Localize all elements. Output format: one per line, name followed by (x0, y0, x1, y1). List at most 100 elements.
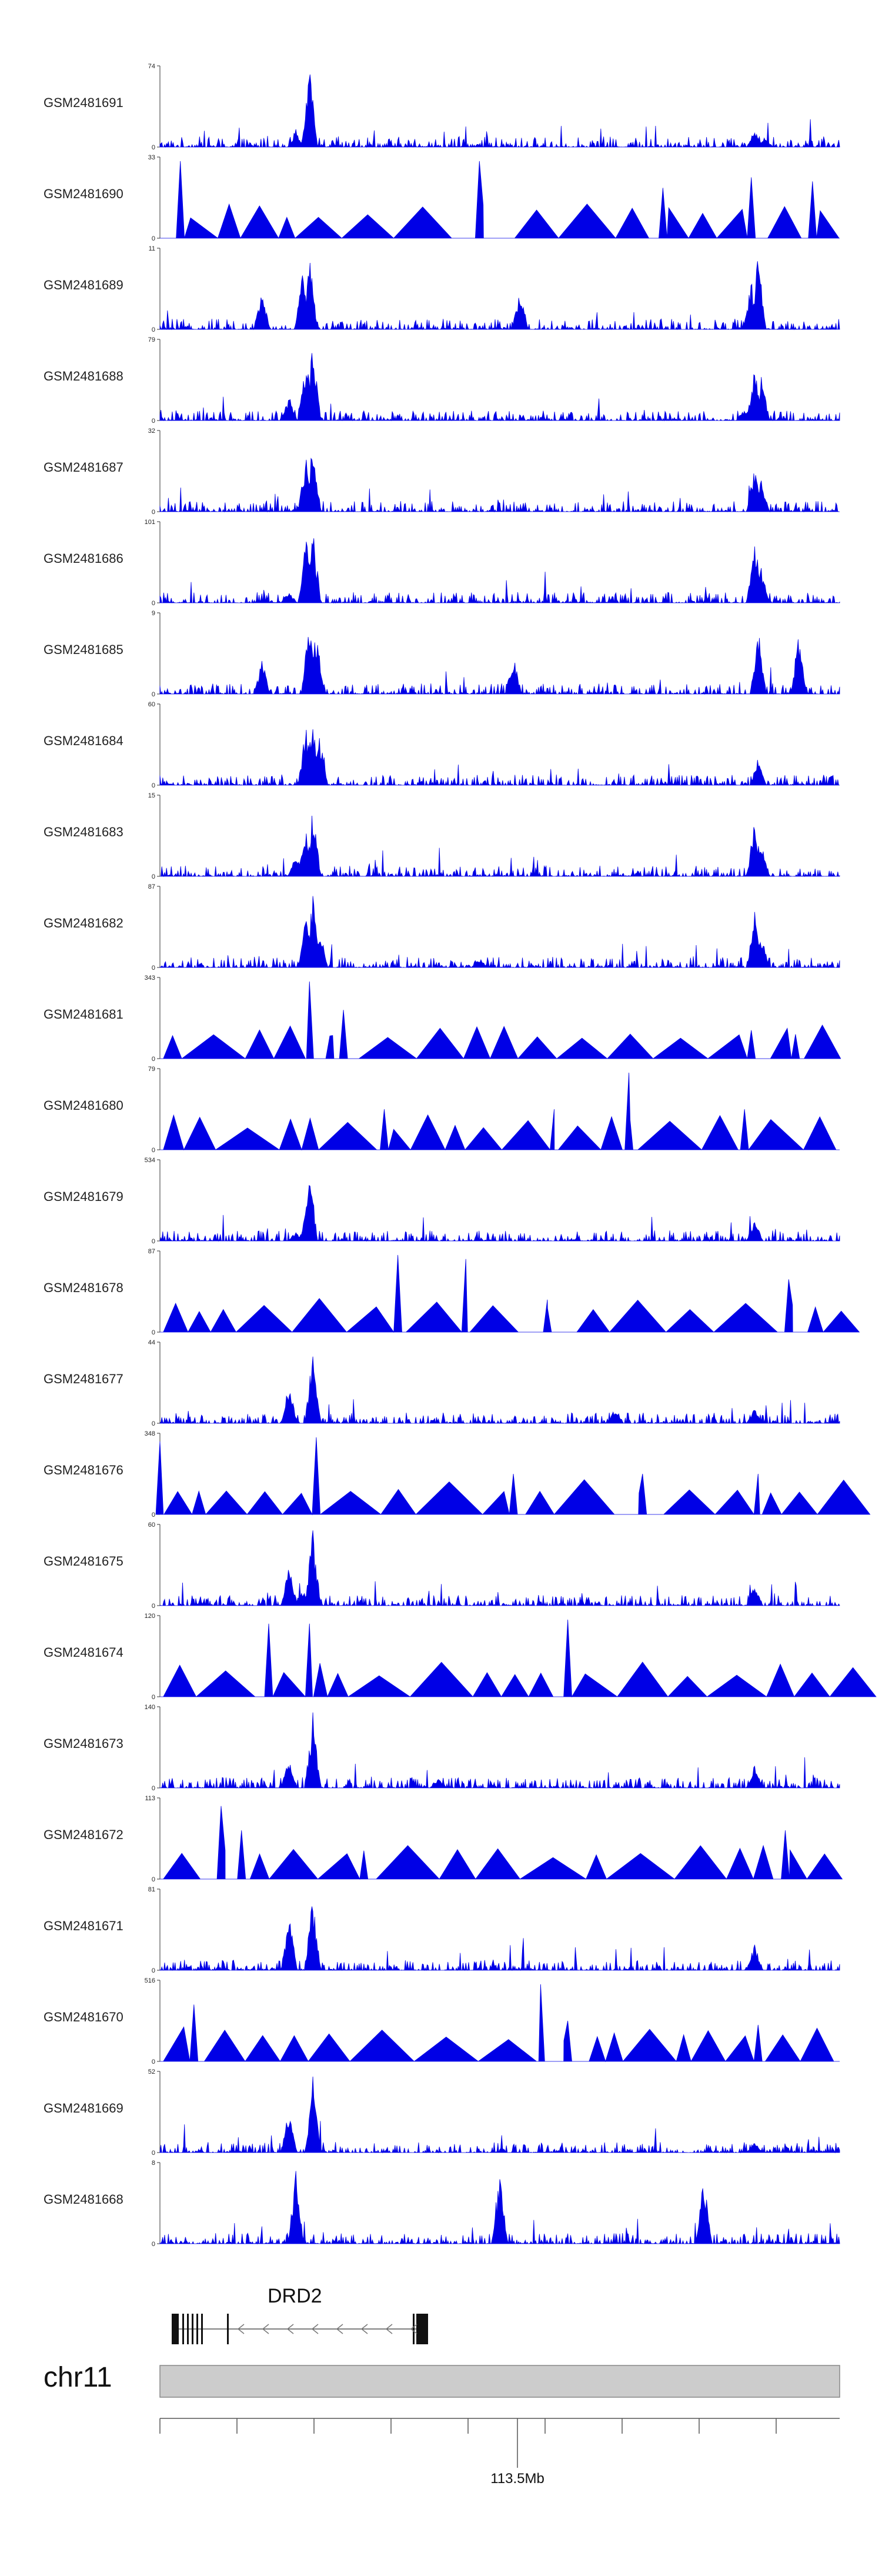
gene-exon (187, 2314, 189, 2344)
track-gsm2481691: GSM2481691 74 0 (44, 63, 840, 151)
track-label: GSM2481678 (44, 1280, 123, 1295)
y-max-label: 87 (148, 883, 155, 890)
y-max-label: 60 (148, 1521, 155, 1529)
coverage-area (160, 1984, 840, 2063)
coverage-area (159, 538, 840, 604)
gene-exon (182, 2314, 184, 2344)
coverage-area (159, 1184, 840, 1242)
coverage-area (160, 1806, 843, 1880)
track-gsm2481690: GSM2481690 33 0 (44, 154, 840, 242)
y-min-label: 0 (152, 2058, 155, 2066)
track-gsm2481684: GSM2481684 60 0 (44, 701, 840, 789)
track-label: GSM2481691 (44, 95, 123, 110)
strand-arrow (360, 2324, 368, 2334)
y-max-label: 32 (148, 428, 155, 435)
track-gsm2481681: GSM2481681 343 0 (44, 975, 841, 1063)
y-min-label: 0 (152, 2150, 155, 2157)
track-label: GSM2481669 (44, 2101, 123, 2115)
y-max-label: 9 (152, 610, 155, 617)
track-label: GSM2481685 (44, 642, 123, 657)
track-gsm2481671: GSM2481671 81 0 (44, 1886, 840, 1974)
y-min-label: 0 (152, 1056, 155, 1063)
y-max-label: 534 (145, 1157, 155, 1164)
coverage-area (159, 1712, 840, 1789)
coverage-area (160, 1619, 877, 1698)
track-gsm2481668: GSM2481668 8 0 (44, 2160, 840, 2248)
y-max-label: 79 (148, 1066, 155, 1073)
track-label: GSM2481675 (44, 1554, 123, 1569)
y-min-label: 0 (152, 1694, 155, 1701)
track-gsm2481686: GSM2481686 101 0 (44, 519, 840, 607)
coverage-area (159, 1906, 840, 1971)
track-gsm2481688: GSM2481688 79 0 (44, 336, 840, 425)
y-min-label: 0 (152, 600, 155, 607)
y-max-label: 348 (145, 1430, 155, 1437)
coverage-area (160, 981, 841, 1060)
y-min-label: 0 (152, 1603, 155, 1610)
y-min-label: 0 (152, 691, 155, 698)
y-max-label: 74 (148, 63, 155, 70)
gene-exon (420, 2314, 425, 2344)
coverage-area (159, 74, 840, 148)
coverage-area (159, 636, 840, 695)
y-min-label: 0 (152, 873, 155, 880)
y-max-label: 516 (145, 1977, 155, 1984)
coverage-area (159, 2171, 840, 2245)
coverage-area (159, 2076, 840, 2154)
y-min-label: 0 (152, 509, 155, 516)
axis-tick-label-113.5mb: 113.5Mb (490, 2471, 544, 2487)
chromosome-band (159, 2365, 840, 2398)
y-min-label: 0 (152, 1511, 155, 1519)
track-gsm2481687: GSM2481687 32 0 (44, 428, 840, 516)
y-min-label: 0 (152, 1147, 155, 1154)
coverage-tracks: GSM2481691740GSM2481690330GSM2481689110G… (44, 63, 877, 2248)
track-label: GSM2481670 (44, 2010, 123, 2024)
strand-arrow (311, 2324, 319, 2334)
track-gsm2481676: GSM2481676 348 0 (44, 1430, 871, 1519)
y-max-label: 343 (145, 975, 155, 982)
gene-exon (196, 2314, 198, 2344)
coverage-area (159, 896, 840, 969)
track-label: GSM2481683 (44, 825, 123, 839)
strand-arrow (286, 2324, 294, 2334)
strand-arrow (262, 2324, 269, 2334)
track-gsm2481679: GSM2481679 534 0 (44, 1157, 840, 1245)
y-min-label: 0 (152, 1876, 155, 1883)
coverage-area (159, 1530, 840, 1607)
y-min-label: 0 (152, 235, 155, 242)
y-min-label: 0 (152, 1420, 155, 1427)
y-min-label: 0 (152, 965, 155, 972)
y-max-label: 33 (148, 154, 155, 161)
track-label: GSM2481681 (44, 1007, 123, 1022)
coverage-area (155, 1437, 871, 1516)
track-gsm2481670: GSM2481670 516 0 (44, 1977, 840, 2066)
gene-track: DRD2 (172, 2285, 428, 2344)
chromosome-ideogram: chr11 113.5Mb (44, 2362, 840, 2487)
track-label: GSM2481679 (44, 1189, 123, 1204)
gene-exon (413, 2314, 415, 2344)
track-gsm2481680: GSM2481680 79 0 (44, 1066, 840, 1154)
track-gsm2481677: GSM2481677 44 0 (44, 1339, 840, 1427)
coverage-area (160, 161, 840, 239)
track-gsm2481675: GSM2481675 60 0 (44, 1521, 840, 1610)
y-max-label: 87 (148, 1248, 155, 1255)
track-gsm2481669: GSM2481669 52 0 (44, 2068, 840, 2157)
track-label: GSM2481673 (44, 1736, 123, 1751)
track-label: GSM2481689 (44, 278, 123, 292)
track-gsm2481683: GSM2481683 15 0 (44, 792, 840, 880)
coverage-area (160, 1254, 860, 1333)
track-gsm2481685: GSM2481685 9 0 (44, 610, 840, 698)
coverage-area (160, 1072, 840, 1151)
track-label: GSM2481688 (44, 369, 123, 383)
y-max-label: 15 (148, 792, 155, 799)
y-min-label: 0 (152, 418, 155, 425)
coverage-area (159, 353, 840, 422)
y-max-label: 44 (148, 1339, 155, 1346)
track-label: GSM2481671 (44, 1918, 123, 1933)
y-max-label: 81 (148, 1886, 155, 1893)
strand-arrow (336, 2324, 343, 2334)
track-gsm2481674: GSM2481674 120 0 (44, 1613, 877, 1701)
y-max-label: 120 (145, 1613, 155, 1620)
track-label: GSM2481686 (44, 551, 123, 566)
